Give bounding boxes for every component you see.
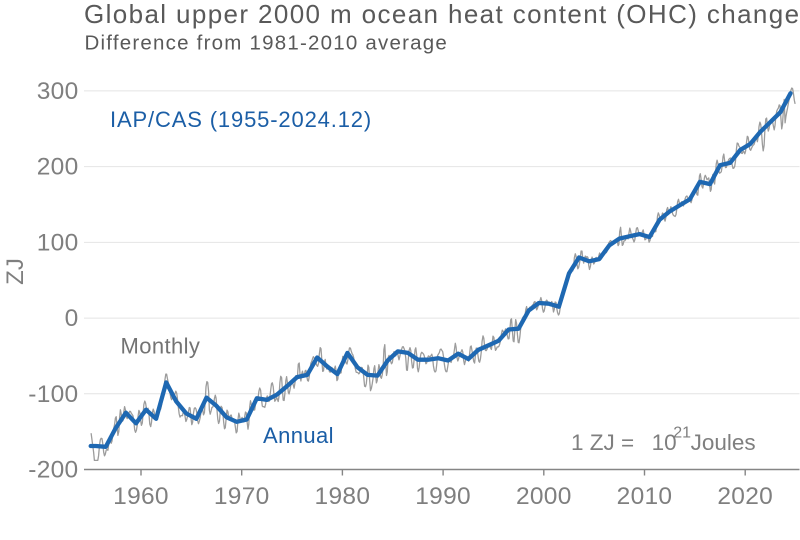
svg-text:Monthly: Monthly — [121, 334, 201, 359]
svg-text:1990: 1990 — [415, 483, 471, 510]
svg-text:Difference from 1981-2010 aver: Difference from 1981-2010 average — [85, 32, 449, 55]
svg-text:1970: 1970 — [214, 483, 270, 510]
svg-text:Joules: Joules — [691, 430, 756, 455]
svg-text:1 ZJ =: 1 ZJ = — [571, 430, 634, 455]
svg-text:IAP/CAS (1955-2024.12): IAP/CAS (1955-2024.12) — [110, 107, 372, 132]
svg-text:Global upper 2000 m ocean heat: Global upper 2000 m ocean heat content (… — [84, 0, 800, 29]
svg-text:ZJ: ZJ — [2, 258, 29, 285]
svg-text:2010: 2010 — [617, 483, 673, 510]
svg-text:-200: -200 — [28, 457, 78, 484]
svg-text:1980: 1980 — [315, 483, 371, 510]
svg-text:300: 300 — [37, 78, 79, 105]
svg-text:2000: 2000 — [516, 483, 572, 510]
svg-text:100: 100 — [37, 230, 79, 257]
svg-text:21: 21 — [673, 425, 691, 442]
svg-text:1960: 1960 — [113, 483, 169, 510]
svg-text:-100: -100 — [28, 381, 78, 408]
svg-text:0: 0 — [65, 305, 79, 332]
svg-text:2020: 2020 — [717, 483, 773, 510]
svg-text:Annual: Annual — [263, 423, 334, 448]
svg-text:200: 200 — [37, 154, 79, 181]
svg-text:10: 10 — [652, 430, 677, 455]
